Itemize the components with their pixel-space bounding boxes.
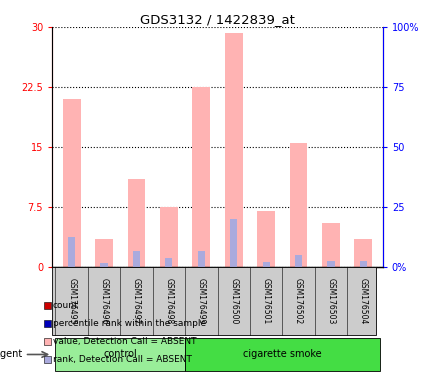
Bar	[95, 239, 113, 267]
Text: GSM176497: GSM176497	[132, 278, 141, 324]
Bar	[127, 179, 145, 267]
Text: percentile rank within the sample: percentile rank within the sample	[53, 319, 206, 328]
Text: GSM176498: GSM176498	[164, 278, 173, 324]
Text: cigarette smoke: cigarette smoke	[243, 349, 321, 359]
Bar	[354, 239, 372, 267]
Text: GSM176499: GSM176499	[196, 278, 205, 324]
Bar	[165, 258, 172, 267]
Bar	[262, 262, 269, 267]
Bar	[230, 219, 237, 267]
Bar	[197, 251, 204, 267]
Text: rank, Detection Call = ABSENT: rank, Detection Call = ABSENT	[53, 355, 191, 364]
Bar	[160, 207, 178, 267]
Text: control: control	[103, 349, 137, 359]
Text: GSM176495: GSM176495	[67, 278, 76, 324]
Bar	[359, 261, 366, 267]
Bar	[327, 261, 334, 267]
Bar	[224, 33, 242, 267]
Text: GSM176503: GSM176503	[326, 278, 335, 324]
Title: GDS3132 / 1422839_at: GDS3132 / 1422839_at	[140, 13, 294, 26]
Text: GSM176502: GSM176502	[293, 278, 302, 324]
Text: value, Detection Call = ABSENT: value, Detection Call = ABSENT	[53, 337, 196, 346]
Text: count: count	[53, 301, 79, 310]
Bar	[62, 99, 80, 267]
Text: GSM176504: GSM176504	[358, 278, 367, 324]
Bar	[192, 87, 210, 267]
Text: agent: agent	[0, 349, 23, 359]
Bar	[289, 143, 307, 267]
Bar	[294, 255, 301, 267]
Bar	[52, 267, 375, 335]
Text: GSM176496: GSM176496	[99, 278, 108, 324]
Bar	[55, 338, 184, 371]
Bar	[133, 251, 140, 267]
Bar	[321, 223, 339, 267]
Bar	[68, 237, 75, 267]
Bar	[256, 211, 274, 267]
Bar	[184, 338, 379, 371]
Bar	[100, 263, 107, 267]
Text: GSM176500: GSM176500	[229, 278, 238, 324]
Text: GSM176501: GSM176501	[261, 278, 270, 324]
